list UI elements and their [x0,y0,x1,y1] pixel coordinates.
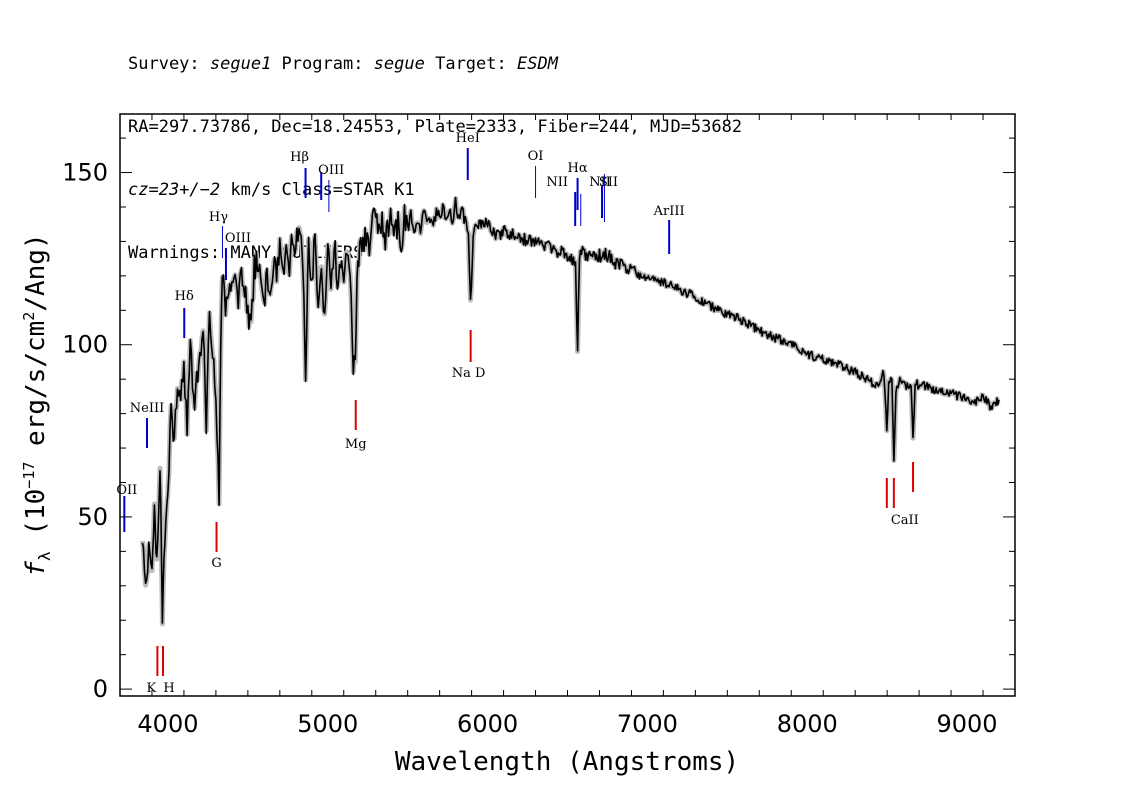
emission-line-label: Hα [568,161,588,176]
spectrum-header: Survey: segue1 Program: segue Target: ES… [128,12,742,285]
x-tick-label: 7000 [617,710,678,738]
emission-line-label: Hβ [290,150,309,165]
program-label: Program: [271,54,374,74]
y-axis-unit-a: (10 [21,489,51,552]
y-tick-label: 0 [93,675,108,703]
emission-line-label: ArIII [653,204,685,219]
y-axis-subscript: λ [35,551,54,561]
absorption-line-label: G [211,556,221,571]
absorption-line-label: H [163,681,174,696]
emission-line-label: NII [546,175,568,190]
survey-label: Survey: [128,54,210,74]
emission-line-label: OIII [225,231,251,246]
header-line-redshift: cz=23+/−2 km/s Class=STAR K1 [128,180,742,201]
redshift-value: cz=23+/−2 [128,180,221,200]
y-tick-label: 50 [77,503,108,531]
y-axis-unit-b: erg/s/cm [21,321,51,462]
x-axis-title: Wavelength (Angstroms) [395,747,739,777]
y-axis-unit-c: /Ang) [21,233,51,311]
y-axis-exponent-1: −17 [20,462,38,489]
chart-marks: OIINeIIIHδHγOIIIHβOIIIHeIOINIIHαNIISIIAr… [116,131,1001,696]
emission-line-label: OI [528,149,544,164]
emission-line-label: Hγ [209,210,228,225]
x-tick-label: 8000 [777,710,838,738]
absorption-line-label: CaII [891,513,919,528]
target-label: Target: [424,54,517,74]
target-value: ESDM [516,54,558,74]
spectrum-line [141,196,1000,624]
emission-line-label: SII [599,175,618,190]
y-axis-exponent-2: 2 [20,312,38,321]
header-line-coordinates: RA=297.73786, Dec=18.24553, Plate=2333, … [128,117,743,137]
absorption-line-label: Mg [345,437,367,452]
emission-line-label: HeI [456,131,480,146]
class-value: km/s Class=STAR K1 [220,180,415,200]
x-tick-label: 5000 [297,710,358,738]
x-tick-label: 4000 [137,710,198,738]
plot-frame [119,113,1016,697]
emission-line-label: NeIII [130,401,164,416]
y-axis-symbol: f [21,561,51,577]
y-tick-label: 150 [62,159,108,187]
emission-line-label: OII [116,483,137,498]
survey-value: segue1 [209,54,272,74]
emission-line-label: OIII [318,163,344,178]
y-axis-title: fλ (10−17 erg/s/cm2/Ang) [20,233,54,576]
absorption-line-label: Na D [452,366,486,381]
header-line-survey: Survey: segue1 Program: segue Target: ES… [128,54,742,75]
axis-ticks: 4000 5000 6000 7000 8000 9000 0 50 100 150 [62,114,1016,738]
x-tick-label: 9000 [937,710,998,738]
x-tick-label: 6000 [457,710,518,738]
program-value: segue [373,54,425,74]
emission-line-label: NII [589,175,611,190]
emission-line-label: Hδ [175,289,194,304]
y-tick-label: 100 [62,331,108,359]
absorption-line-label: K [147,681,157,696]
spectrum-error-band [139,196,1001,627]
